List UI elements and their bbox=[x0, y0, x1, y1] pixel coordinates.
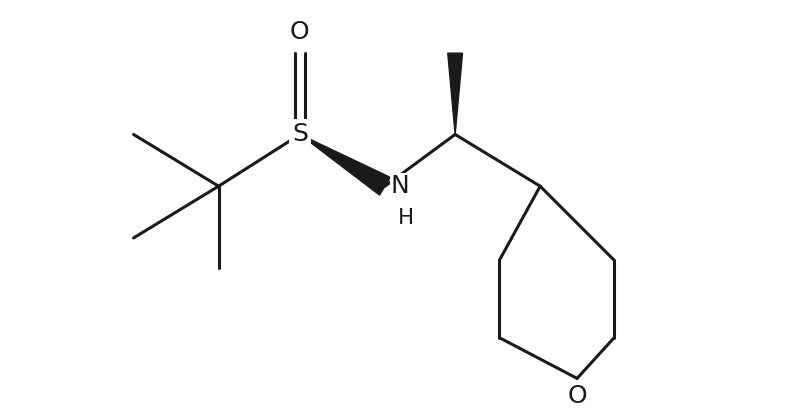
Text: N: N bbox=[390, 174, 409, 198]
Text: S: S bbox=[292, 122, 308, 147]
Text: O: O bbox=[290, 20, 310, 44]
Text: H: H bbox=[398, 209, 414, 228]
Text: O: O bbox=[567, 385, 587, 408]
Polygon shape bbox=[300, 135, 390, 195]
Polygon shape bbox=[447, 53, 463, 135]
